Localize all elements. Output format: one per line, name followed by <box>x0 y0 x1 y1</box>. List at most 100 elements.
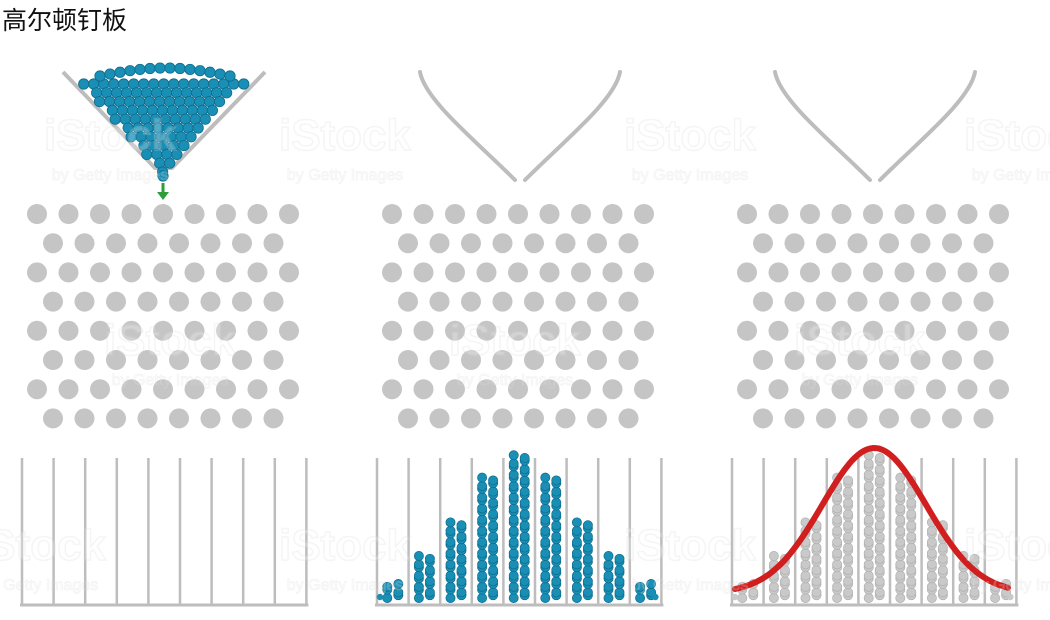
peg <box>216 204 236 224</box>
peg <box>942 291 962 312</box>
ball <box>832 570 843 581</box>
peg <box>602 262 623 283</box>
watermark-tagline: by Getty Images <box>0 577 98 594</box>
peg <box>398 408 418 429</box>
peg <box>910 291 931 312</box>
ball <box>508 525 519 536</box>
peg <box>106 233 126 254</box>
ball <box>937 553 948 564</box>
ball <box>456 587 467 598</box>
funnel-balls <box>78 62 250 182</box>
ball <box>424 553 435 564</box>
peg <box>508 204 528 224</box>
peg <box>524 233 544 254</box>
peg <box>413 262 434 283</box>
peg <box>43 408 63 429</box>
ball <box>603 551 614 561</box>
ball <box>926 593 937 603</box>
ball <box>895 514 906 525</box>
peg <box>58 204 79 224</box>
ball <box>540 472 551 483</box>
peg <box>800 262 820 283</box>
ball <box>863 481 874 491</box>
ball <box>477 537 488 547</box>
peg-grid <box>27 204 299 429</box>
peg <box>737 204 757 224</box>
peg <box>279 379 299 400</box>
ball <box>519 553 530 564</box>
peg <box>926 379 946 400</box>
peg <box>121 204 142 224</box>
ball <box>832 492 843 503</box>
peg <box>121 320 142 341</box>
ball <box>508 581 519 592</box>
peg <box>555 233 576 254</box>
ball <box>184 63 196 76</box>
peg <box>153 262 173 283</box>
peg <box>737 379 757 400</box>
peg <box>539 379 560 400</box>
ball <box>571 581 582 592</box>
peg <box>800 379 820 400</box>
peg <box>492 233 513 254</box>
ball <box>540 581 551 592</box>
ball <box>895 593 906 603</box>
peg <box>58 262 79 283</box>
ball <box>206 104 218 117</box>
ball <box>194 65 206 77</box>
watermark-tagline: by Getty Images <box>52 167 169 184</box>
ball <box>811 587 822 598</box>
peg <box>942 408 962 429</box>
ball <box>456 565 467 575</box>
ball <box>393 579 404 589</box>
peg <box>863 204 883 224</box>
peg <box>121 379 142 400</box>
ball <box>94 70 106 82</box>
ball <box>571 593 582 603</box>
peg <box>461 291 481 312</box>
ball <box>937 542 948 553</box>
ball <box>926 548 937 559</box>
watermark-tagline: by Getty Images <box>802 372 919 389</box>
ball <box>906 553 917 564</box>
ball <box>768 593 779 603</box>
peg <box>602 204 623 224</box>
panel-1 <box>20 62 309 607</box>
peg <box>232 291 252 312</box>
watermark-logo: iStock <box>104 316 237 365</box>
peg <box>445 320 465 341</box>
ball <box>424 565 435 575</box>
arrow-head-icon <box>157 192 169 200</box>
funnel-right-wall <box>878 70 977 182</box>
ball <box>477 525 488 536</box>
funnel-right-wall <box>523 70 622 182</box>
peg <box>942 350 962 370</box>
ball <box>906 565 917 575</box>
peg <box>74 233 95 254</box>
peg <box>587 291 607 312</box>
ball <box>1007 593 1014 601</box>
ball <box>969 553 980 564</box>
ball <box>863 570 874 581</box>
ball <box>895 492 906 503</box>
peg <box>121 262 142 283</box>
peg <box>137 408 158 429</box>
ball <box>832 537 843 547</box>
ball <box>811 542 822 553</box>
peg <box>894 379 915 400</box>
ball <box>895 537 906 547</box>
peg <box>989 379 1009 400</box>
ball <box>958 581 969 592</box>
ball <box>508 481 519 491</box>
ball <box>551 576 562 587</box>
peg <box>847 233 868 254</box>
peg-grid <box>382 204 654 429</box>
ball <box>551 531 562 542</box>
peg <box>555 350 576 370</box>
ball <box>603 593 614 603</box>
ball <box>843 565 854 575</box>
ball <box>895 570 906 581</box>
ball <box>488 553 499 564</box>
ball <box>800 593 811 603</box>
peg <box>398 350 418 370</box>
